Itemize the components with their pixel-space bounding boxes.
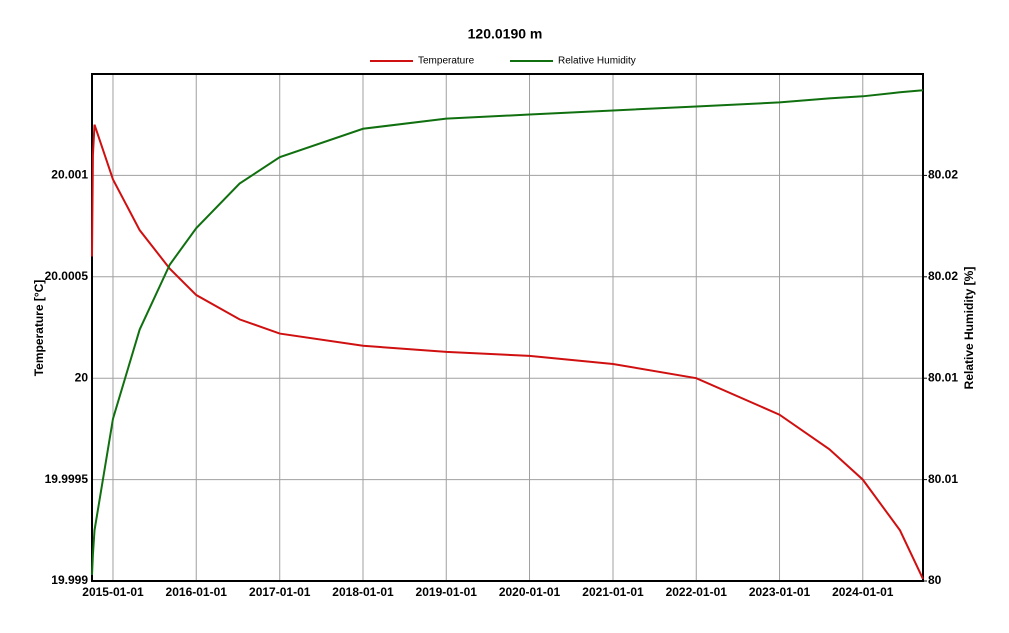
y-tick-label: 20.0005 (45, 269, 89, 283)
legend-label: Relative Humidity (558, 56, 636, 67)
series-line (91, 124, 924, 580)
x-tick-label: 2024-01-01 (832, 585, 894, 599)
y2-tick-label: 80.02 (928, 269, 958, 283)
chart-title: 120.0190 m (468, 26, 543, 42)
y2-tick-label: 80.01 (928, 472, 958, 486)
legend-label: Temperature (418, 56, 475, 67)
y2-axis-label: Relative Humidity [%] (962, 267, 976, 390)
x-tick-label: 2019-01-01 (416, 585, 478, 599)
x-tick-label: 2020-01-01 (499, 585, 561, 599)
y-tick-label: 19.999 (51, 573, 88, 587)
y-axis-label: Temperature [°C] (32, 280, 46, 377)
x-tick-label: 2022-01-01 (666, 585, 728, 599)
y2-tick-label: 80.01 (928, 370, 958, 384)
x-tick-label: 2017-01-01 (249, 585, 311, 599)
x-tick-label: 2021-01-01 (582, 585, 644, 599)
y2-tick-label: 80 (928, 573, 942, 587)
y-tick-label: 20.001 (51, 168, 88, 182)
y2-tick-label: 80.02 (928, 168, 958, 182)
plot-frame (91, 73, 924, 582)
x-tick-label: 2023-01-01 (749, 585, 811, 599)
y-tick-label: 19.9995 (45, 472, 89, 486)
y-tick-label: 20 (75, 370, 89, 384)
x-tick-label: 2018-01-01 (332, 585, 394, 599)
x-tick-label: 2016-01-01 (166, 585, 228, 599)
series-line (91, 89, 924, 575)
x-tick-label: 2015-01-01 (82, 585, 144, 599)
